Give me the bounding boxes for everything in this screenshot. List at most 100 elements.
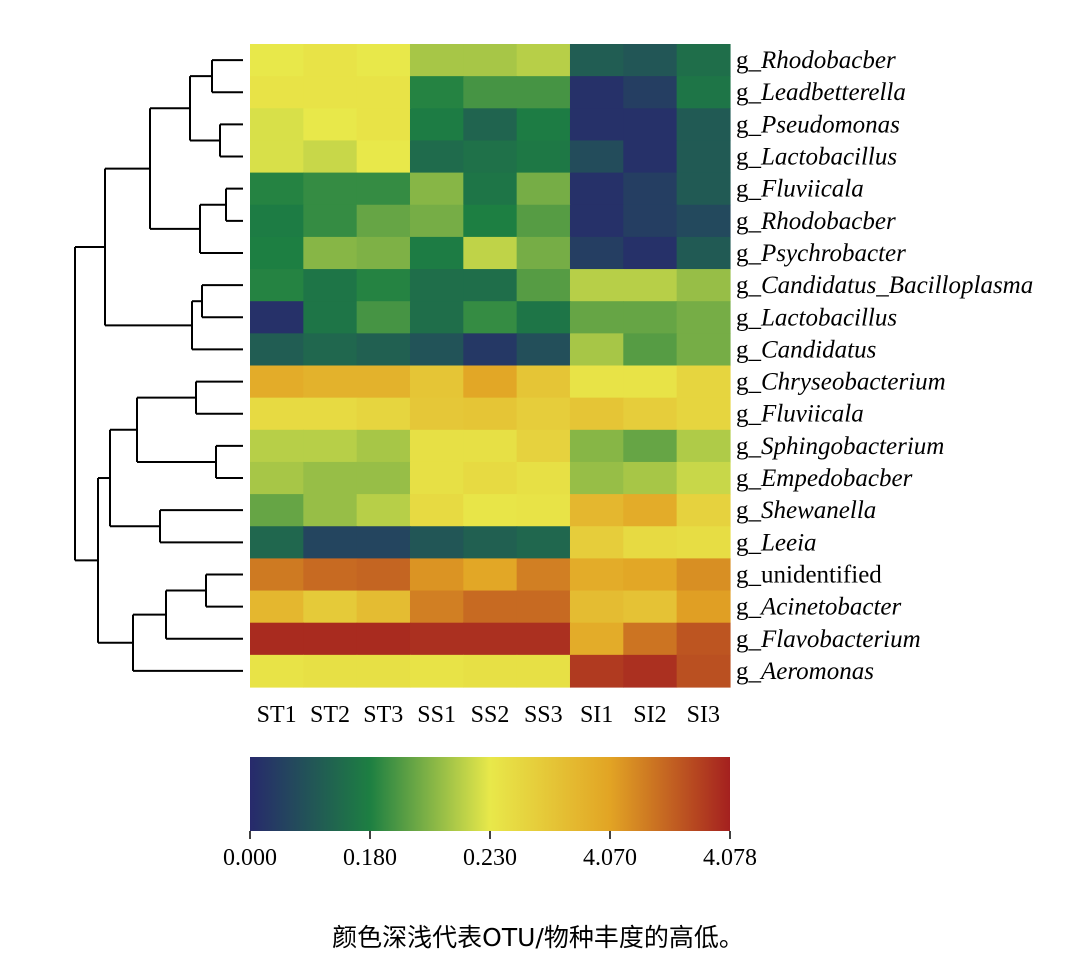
- heatmap-cell: [569, 44, 624, 77]
- heatmap-cell: [623, 108, 678, 142]
- heatmap-cell: [463, 622, 518, 656]
- heatmap-cell: [409, 140, 464, 174]
- heatmap-cell: [303, 429, 358, 463]
- heatmap-cell: [676, 365, 731, 399]
- heatmap-cell: [409, 44, 464, 77]
- row-label: g_Aeromonas: [736, 658, 874, 685]
- heatmap-cells: [250, 44, 731, 688]
- heatmap-cell: [409, 558, 464, 592]
- heatmap-cell: [409, 269, 464, 302]
- row-label: g_Fluviicala: [736, 401, 864, 428]
- heatmap-cell: [463, 590, 518, 624]
- row-label: g_Candidatus: [736, 336, 876, 363]
- heatmap-cell: [303, 654, 358, 688]
- column-label: ST1: [257, 702, 297, 728]
- color-scale-tick-label: 0.180: [343, 845, 397, 871]
- column-labels: ST1 ST2 ST3 SS1 SS2 SS3 SI1 SI2 SI3: [257, 702, 720, 728]
- heatmap-cell: [356, 269, 411, 302]
- heatmap-cell: [463, 76, 518, 109]
- heatmap-cell: [569, 622, 624, 656]
- heatmap-cell: [569, 365, 624, 399]
- heatmap-cell: [463, 397, 518, 431]
- heatmap-cell: [569, 236, 624, 270]
- heatmap-cell: [303, 269, 358, 302]
- heatmap-cell: [516, 397, 571, 431]
- heatmap-cell: [623, 558, 678, 592]
- row-label: g_Rhodobacber: [736, 208, 896, 235]
- heatmap-cell: [303, 236, 358, 270]
- heatmap-cell: [569, 333, 624, 367]
- column-label: ST2: [310, 702, 350, 728]
- heatmap-cell: [303, 590, 358, 624]
- heatmap-cell: [250, 622, 304, 656]
- row-label: g_Leadbetterella: [736, 79, 906, 106]
- figure-caption: 颜色深浅代表OTU/物种丰度的高低。: [332, 923, 744, 952]
- heatmap-cell: [516, 236, 571, 270]
- heatmap-cell: [569, 461, 624, 495]
- row-labels: g_Rhodobacber g_Leadbetterella g_Pseudomon…: [736, 47, 1033, 685]
- heatmap-cell: [303, 494, 358, 527]
- heatmap-cell: [623, 76, 678, 109]
- heatmap-cell: [409, 461, 464, 495]
- heatmap-cell: [623, 590, 678, 624]
- heatmap-cell: [409, 429, 464, 463]
- heatmap-cell: [623, 654, 678, 688]
- heatmap-cell: [303, 397, 358, 431]
- heatmap-cell: [569, 590, 624, 624]
- heatmap-cell: [250, 301, 304, 334]
- heatmap-cell: [623, 301, 678, 334]
- heatmap-cell: [623, 397, 678, 431]
- heatmap-cell: [623, 172, 678, 206]
- heatmap-cell: [250, 172, 304, 206]
- heatmap-cell: [356, 654, 411, 688]
- row-label: g_Rhodobacber: [736, 47, 896, 74]
- heatmap-cell: [676, 526, 731, 559]
- heatmap-cell: [463, 333, 518, 367]
- heatmap-cell: [250, 333, 304, 367]
- heatmap-cell: [356, 140, 411, 174]
- heatmap-cell: [516, 333, 571, 367]
- heatmap-cell: [250, 108, 304, 142]
- heatmap-cell: [463, 44, 518, 77]
- heatmap-cell: [409, 108, 464, 142]
- heatmap-cell: [250, 140, 304, 174]
- heatmap-cell: [250, 590, 304, 624]
- heatmap-cell: [516, 269, 571, 302]
- heatmap-cell: [463, 526, 518, 559]
- heatmap-cell: [569, 76, 624, 109]
- heatmap-cell: [356, 429, 411, 463]
- row-label: g_Lactobacillus: [736, 304, 897, 331]
- heatmap-cell: [516, 140, 571, 174]
- heatmap-cell: [569, 654, 624, 688]
- heatmap-cell: [463, 654, 518, 688]
- heatmap-cell: [676, 301, 731, 334]
- heatmap-cell: [409, 365, 464, 399]
- column-label: SI3: [687, 702, 720, 728]
- heatmap-cell: [356, 365, 411, 399]
- heatmap-cell: [463, 301, 518, 334]
- heatmap-cell: [409, 622, 464, 656]
- row-label: g_Chryseobacterium: [736, 369, 946, 396]
- column-label: SI2: [633, 702, 666, 728]
- heatmap-cell: [516, 301, 571, 334]
- heatmap-cell: [250, 76, 304, 109]
- heatmap-cell: [569, 429, 624, 463]
- heatmap-cell: [516, 590, 571, 624]
- heatmap-cell: [463, 204, 518, 238]
- heatmap-cell: [516, 461, 571, 495]
- heatmap-cell: [516, 365, 571, 399]
- heatmap-cell: [463, 494, 518, 527]
- heatmap-cell: [463, 172, 518, 206]
- heatmap-cell: [356, 204, 411, 238]
- heatmap-cell: [569, 301, 624, 334]
- heatmap-cell: [409, 526, 464, 559]
- heatmap-cell: [356, 494, 411, 527]
- heatmap-cell: [409, 397, 464, 431]
- heatmap-cell: [303, 140, 358, 174]
- heatmap-cell: [250, 44, 304, 77]
- heatmap-cell: [463, 140, 518, 174]
- heatmap-cell: [250, 429, 304, 463]
- heatmap-cell: [303, 526, 358, 559]
- color-scale-tick-label: 4.078: [703, 845, 757, 871]
- heatmap-cell: [623, 204, 678, 238]
